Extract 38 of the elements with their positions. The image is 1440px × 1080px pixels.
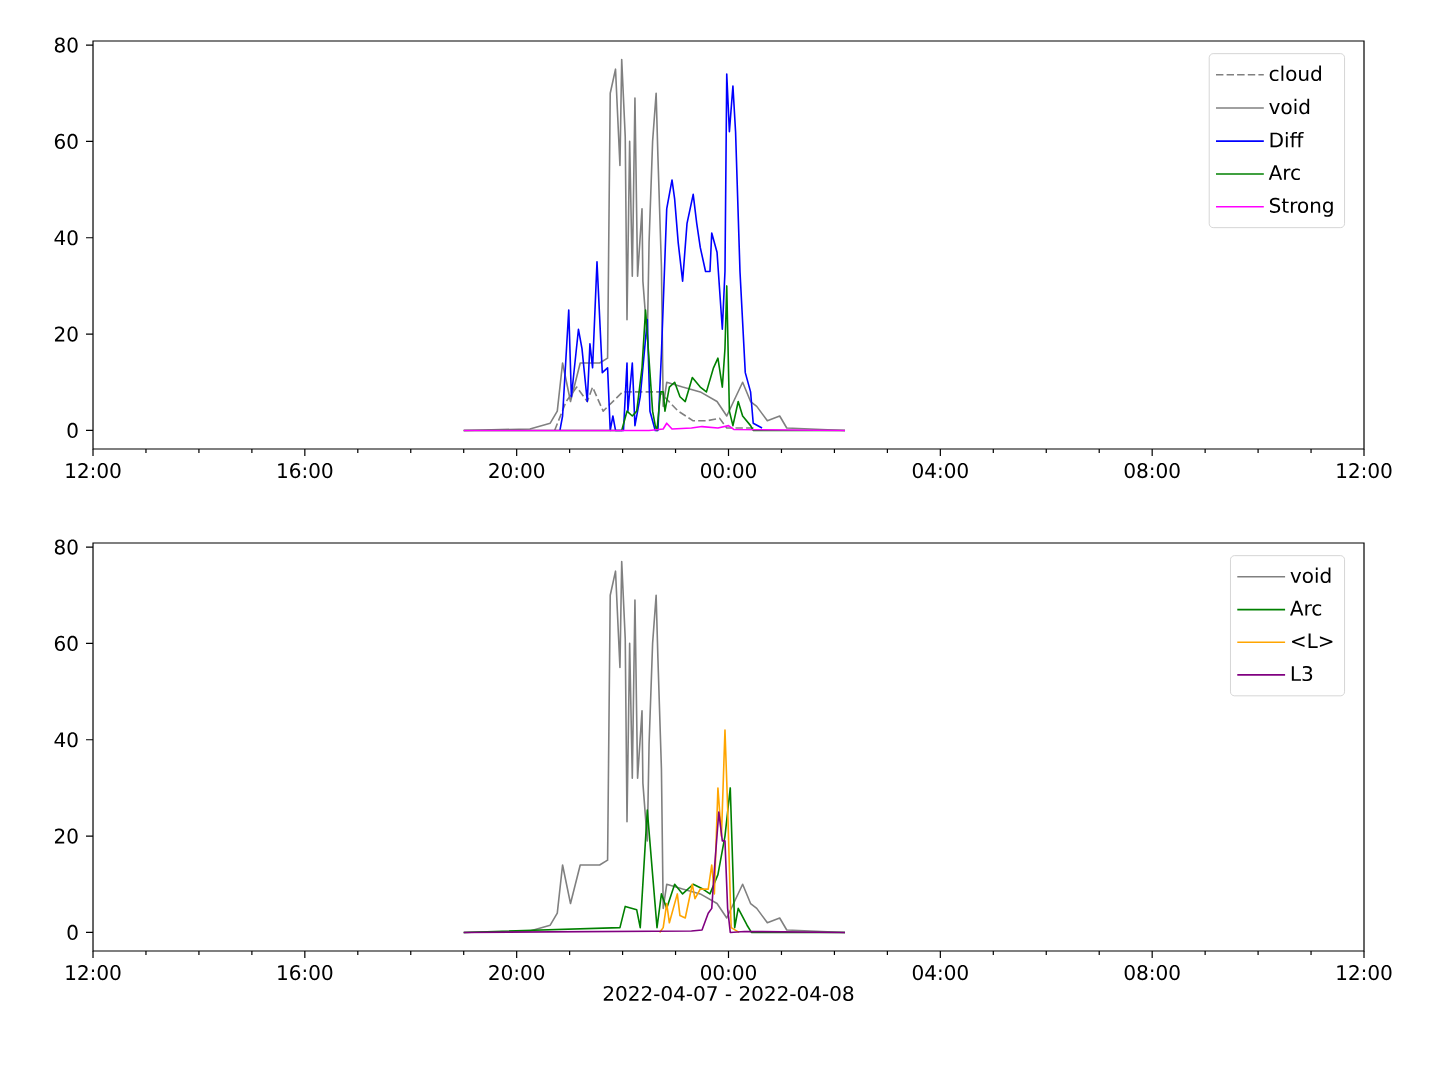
y-tick-label: 60 xyxy=(54,133,78,149)
line-series xyxy=(658,729,740,934)
y-tick-label: 20 xyxy=(54,326,78,342)
x-tick-label: 00:00 xyxy=(701,463,757,479)
x-tick-label: 00:00 xyxy=(701,965,757,981)
y-tick-label: 80 xyxy=(54,539,78,555)
legend-label: Arc xyxy=(1290,600,1322,616)
x-tick-label: 12:00 xyxy=(1337,965,1392,981)
y-tick-label: 0 xyxy=(67,924,78,940)
y-tick-label: 40 xyxy=(54,732,78,748)
legend-label: L3 xyxy=(1291,665,1313,682)
x-tick-label: 20:00 xyxy=(489,463,545,479)
legend-label: cloud xyxy=(1269,65,1321,82)
y-tick-label: 0 xyxy=(67,422,78,438)
x-tick-label: 04:00 xyxy=(912,965,968,981)
x-tick-label: 12:00 xyxy=(66,965,121,981)
legend-label: Arc xyxy=(1268,165,1300,181)
x-tick-label: 12:00 xyxy=(1337,463,1392,479)
legend-label: void xyxy=(1290,567,1331,584)
line-series xyxy=(462,422,846,432)
x-tick-label: 08:00 xyxy=(1124,463,1180,479)
legend-label: Diff xyxy=(1270,132,1304,148)
x-axis-title: 2022-04-07 - 2022-04-08 xyxy=(603,985,854,1002)
x-tick-label: 16:00 xyxy=(278,463,333,479)
legend-label: void xyxy=(1269,98,1310,115)
y-tick-label: 60 xyxy=(54,635,78,651)
x-tick-label: 04:00 xyxy=(912,463,968,479)
legend-label: Strong xyxy=(1269,197,1333,217)
legend-label: <L> xyxy=(1292,633,1333,648)
x-tick-label: 12:00 xyxy=(66,463,121,479)
x-tick-label: 20:00 xyxy=(489,965,545,981)
line-series xyxy=(559,73,763,432)
x-tick-label: 08:00 xyxy=(1124,965,1180,981)
y-tick-label: 20 xyxy=(54,828,78,844)
line-series xyxy=(462,811,846,934)
y-tick-label: 40 xyxy=(54,230,78,246)
y-tick-label: 80 xyxy=(54,37,78,53)
x-tick-label: 16:00 xyxy=(278,965,333,981)
